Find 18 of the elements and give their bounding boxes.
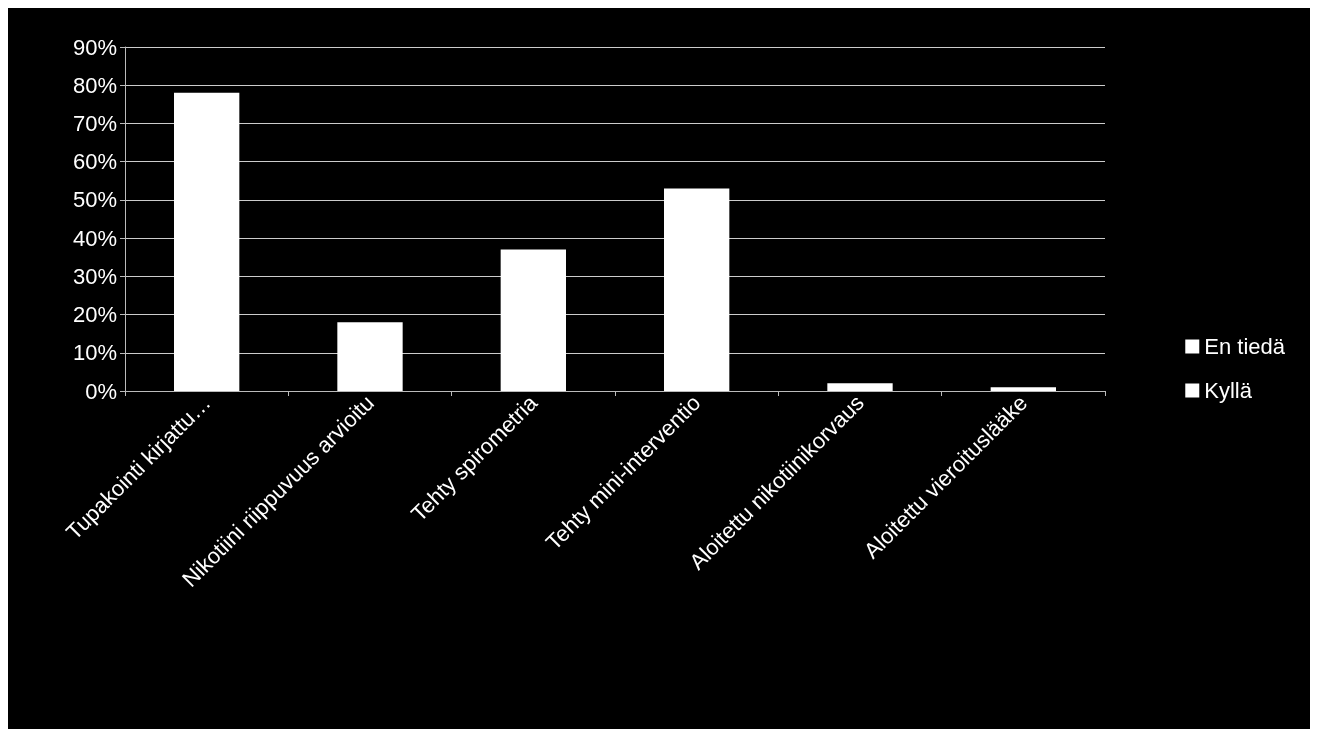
y-tick-label: 30%	[72, 263, 117, 289]
y-tick-label: 80%	[72, 72, 117, 98]
y-tick-label: 90%	[72, 34, 117, 60]
bar	[827, 383, 893, 391]
bar	[664, 188, 730, 391]
bar	[500, 249, 566, 391]
y-tick-label: 20%	[72, 302, 117, 328]
y-tick-label: 60%	[72, 149, 117, 175]
y-tick-label: 0%	[85, 378, 117, 404]
legend-label: Kyllä	[1204, 378, 1253, 403]
bar	[174, 92, 240, 391]
y-tick-label: 10%	[72, 340, 117, 366]
y-tick-label: 70%	[72, 110, 117, 136]
legend-label: En tiedä	[1204, 334, 1286, 359]
bar	[337, 322, 403, 391]
bar	[990, 387, 1056, 391]
y-tick-label: 50%	[72, 187, 117, 213]
y-tick-label: 40%	[72, 225, 117, 251]
